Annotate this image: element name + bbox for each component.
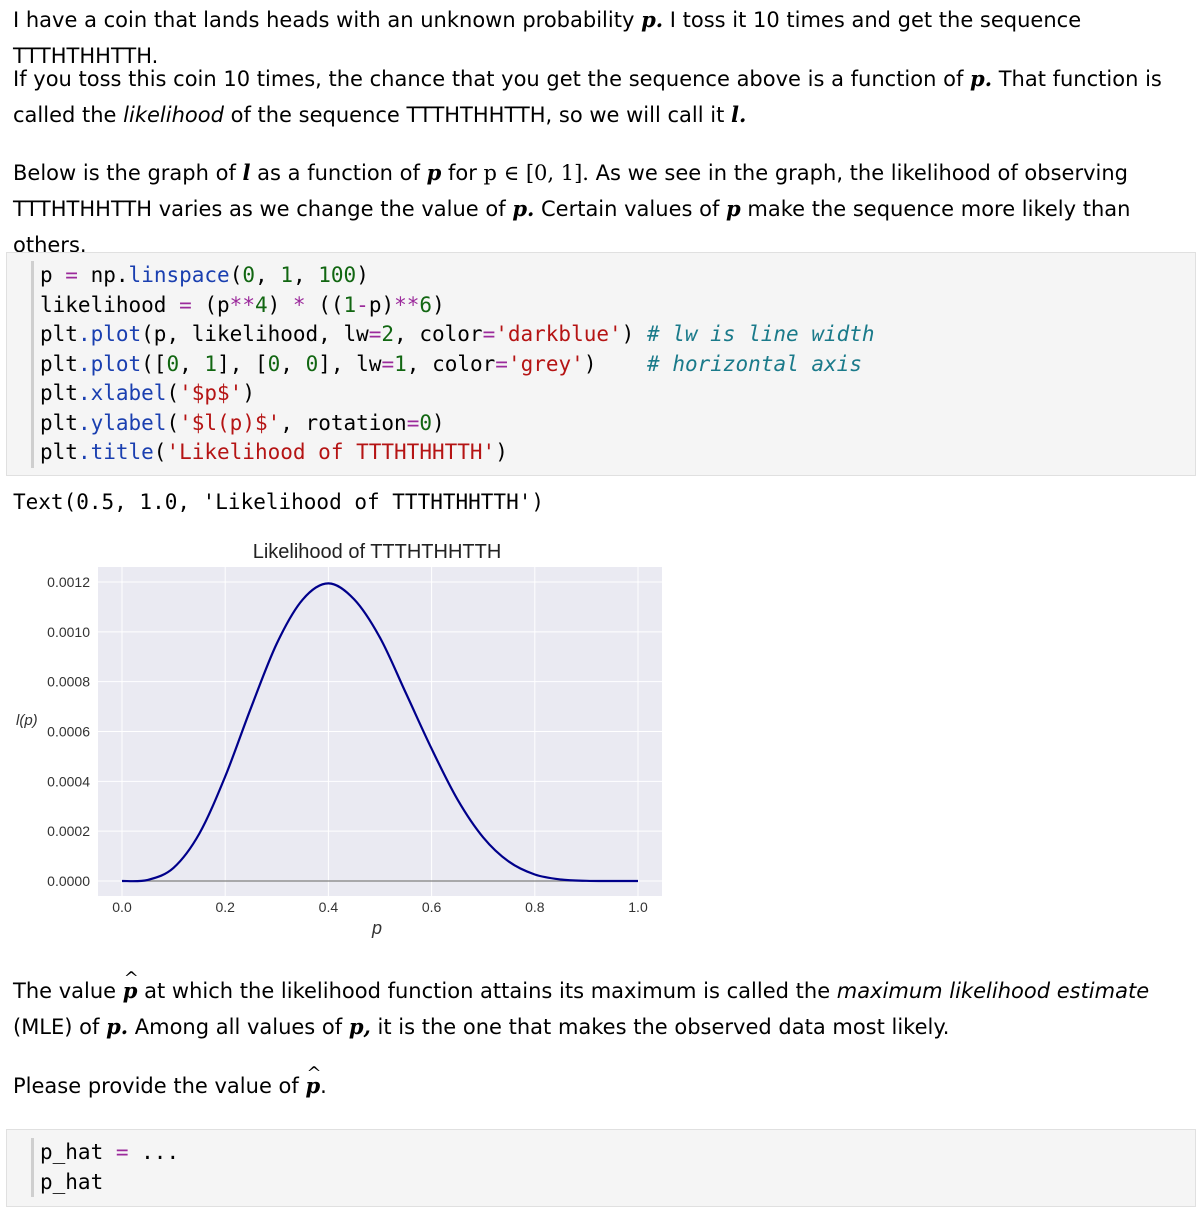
code-line-4: plt.plot([0, 1], [0, 0], lw=1, color='gr… [40,351,862,376]
text: it is the one that makes the observed da… [370,1015,950,1039]
var-p: p. [106,1014,129,1039]
x-tick-label: 0.4 [319,899,339,915]
text: (MLE) of [13,1015,107,1039]
var-p: p, [348,1014,371,1039]
text: Certain values of [534,197,727,221]
likelihood-curve [121,582,638,883]
answer-line-2: p_hat [40,1169,104,1194]
x-axis-label: p [371,918,382,938]
cell-output-text: Text(0.5, 1.0, 'Likelihood of TTTHTHHTTH… [13,490,545,514]
answer-code-cell[interactable]: p_hat = ... p_hat [6,1129,1196,1207]
y-tick-label: 0.0000 [47,873,90,889]
var-l: l. [731,102,747,127]
intro-paragraph-1: I have a coin that lands heads with an u… [13,2,1183,74]
text: as a function of [250,161,427,185]
ask-paragraph: Please provide the value of p. [13,1056,1183,1104]
text: As we see in the graph, the likelihood o… [13,161,1128,221]
text: I toss it 10 times and get the sequence … [13,8,1082,68]
y-tick-labels: 0.0000 0.0002 0.0004 0.0006 0.0008 0.0010 0.00… [47,574,90,889]
var-p: p. [970,66,993,91]
text: of the sequence TTTHTHHTTH, so we will c… [223,103,731,127]
intro-paragraph-2: If you toss this coin 10 times, the chan… [13,61,1183,133]
likelihood-chart: Likelihood of TTTHTHHTTH 0.00000.00020.0… [16,541,662,938]
text: Below is the graph of [13,161,243,185]
x-tick-labels: 0.0 0.2 0.4 0.6 0.8 1.0 [112,899,648,915]
var-p-hat: p [305,1056,321,1104]
code-line-6: plt.ylabel('$l(p)$', rotation=0) [40,410,445,435]
code-line-1: p = np.linspace(0, 1, 100) [40,263,369,287]
code-line-5: plt.xlabel('$p$') [40,381,255,405]
intro-paragraph-3: Below is the graph of l as a function of… [13,155,1183,263]
x-tick-label: 0.2 [215,899,235,915]
y-tick-label: 0.0004 [47,773,90,789]
series-group [121,582,638,883]
y-tick-label: 0.0012 [47,574,90,590]
y-tick-label: 0.0002 [47,823,90,839]
code-editor[interactable]: p = np.linspace(0, 1, 100) likelihood = … [31,261,875,468]
var-p: p [426,160,442,185]
code-line-2: likelihood = (p**4) * ((1-p)**6) [40,292,445,317]
y-axis-label: l(p) [16,712,38,729]
math-interval: p ∈ [0, 1]. [483,161,589,185]
var-p: p. [512,196,535,221]
answer-line-1: p_hat = ... [40,1140,180,1164]
var-p-hat: p [123,961,139,1009]
chart-title: Likelihood of TTTHTHHTTH [253,541,502,563]
x-tick-label: 1.0 [628,899,648,915]
em-likelihood: likelihood [123,103,224,127]
em-mle: maximum likelihood estimate [836,979,1150,1003]
y-tick-label: 0.0008 [47,674,90,690]
text: Among all values of [128,1015,349,1039]
var-p: p [726,196,741,221]
text: The value [13,979,123,1003]
text: If you toss this coin 10 times, the chan… [13,67,971,91]
answer-editor[interactable]: p_hat = ... p_hat [31,1138,179,1197]
text: . [320,1074,327,1098]
text: make the sequence more likely than other… [13,197,1131,257]
mle-paragraph: The value p at which the likelihood func… [13,961,1183,1045]
text: at which the likelihood function attains… [137,979,837,1003]
code-line-7: plt.title('Likelihood of TTTHTHHTTH') [40,440,508,464]
y-tick-label: 0.0010 [47,624,90,640]
text: for [441,161,484,185]
text: I have a coin that lands heads with an u… [13,8,642,32]
code-cell[interactable]: p = np.linspace(0, 1, 100) likelihood = … [6,252,1196,476]
text: That function is called the [13,67,1162,127]
x-tick-label: 0.6 [422,899,442,915]
text: Please provide the value of [13,1074,306,1098]
code-line-3: plt.plot(p, likelihood, lw=2, color='dar… [40,322,875,346]
y-tick-label: 0.0006 [47,724,90,740]
x-tick-label: 0.8 [525,899,545,915]
var-p: p. [641,7,664,32]
var-l: l [242,160,251,185]
x-tick-label: 0.0 [112,899,132,915]
